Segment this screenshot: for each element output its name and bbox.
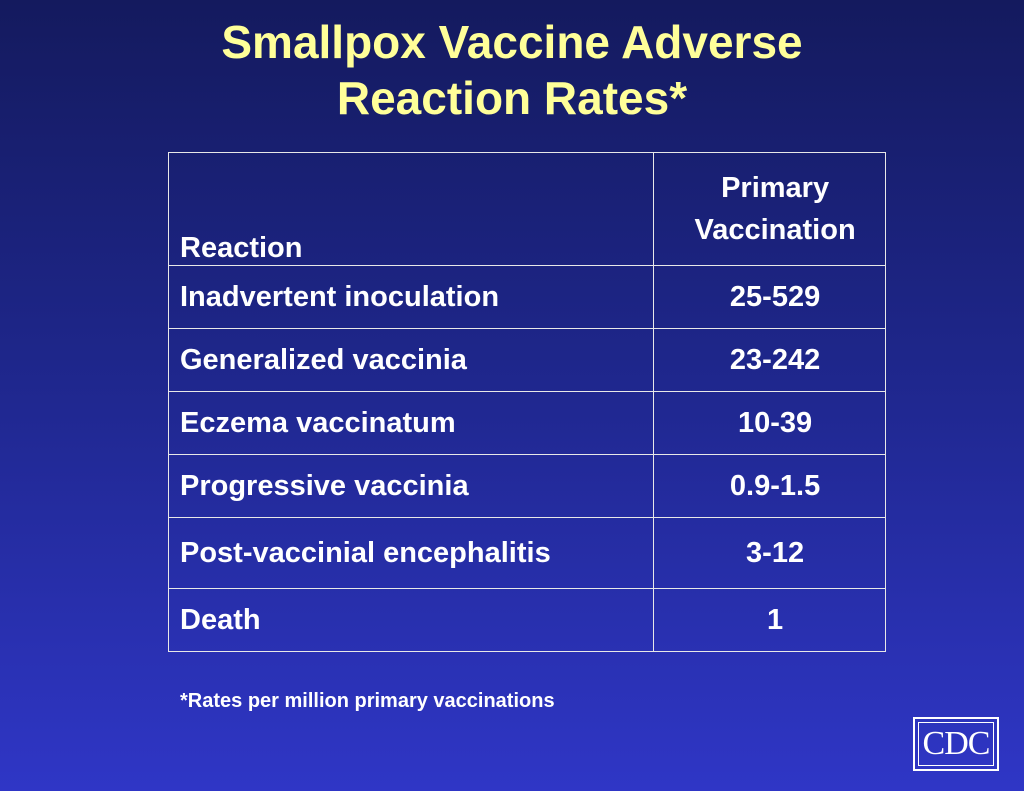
rate-cell: 1 xyxy=(653,588,886,652)
footnote: *Rates per million primary vaccinations xyxy=(180,690,555,712)
adverse-reaction-table: Reaction Primary Vaccination Inadvertent… xyxy=(167,152,886,652)
rate-cell: 25-529 xyxy=(653,265,886,329)
title-line-1: Smallpox Vaccine Adverse xyxy=(221,16,803,68)
reaction-cell: Generalized vaccinia xyxy=(167,328,655,392)
rate-cell: 3-12 xyxy=(653,517,886,589)
header-primary-line-2: Vaccination xyxy=(694,214,856,246)
reaction-cell: Eczema vaccinatum xyxy=(167,391,655,455)
table-row: Generalized vaccinia 23-242 xyxy=(167,328,886,392)
header-reaction: Reaction xyxy=(167,152,655,266)
table-row: Death 1 xyxy=(167,588,886,652)
cdc-logo: CDC xyxy=(913,717,999,771)
header-primary-line-1: Primary xyxy=(721,172,830,204)
header-primary-vaccination: Primary Vaccination xyxy=(653,152,886,266)
title-line-2: Reaction Rates* xyxy=(336,72,688,124)
table-row: Post-vaccinial encephalitis 3-12 xyxy=(167,517,886,589)
table-row: Inadvertent inoculation 25-529 xyxy=(167,265,886,329)
table-row: Progressive vaccinia 0.9-1.5 xyxy=(167,454,886,518)
reaction-cell: Progressive vaccinia xyxy=(167,454,655,518)
reaction-cell: Post-vaccinial encephalitis xyxy=(167,517,655,589)
table-header-row: Reaction Primary Vaccination xyxy=(167,152,886,266)
rate-cell: 23-242 xyxy=(653,328,886,392)
rate-cell: 0.9-1.5 xyxy=(653,454,886,518)
rate-cell: 10-39 xyxy=(653,391,886,455)
reaction-cell: Inadvertent inoculation xyxy=(167,265,655,329)
cdc-logo-text: CDC xyxy=(918,722,994,766)
table-row: Eczema vaccinatum 10-39 xyxy=(167,391,886,455)
slide-title: Smallpox Vaccine Adverse Reaction Rates* xyxy=(0,14,1024,126)
reaction-cell: Death xyxy=(167,588,655,652)
